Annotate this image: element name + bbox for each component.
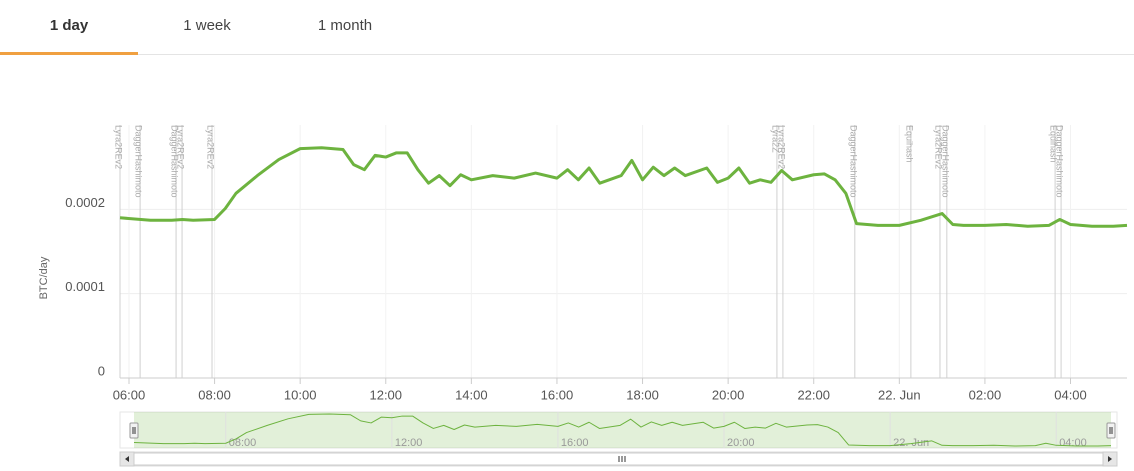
tab[interactable]: 1 day: [0, 0, 138, 55]
x-tick-label: 14:00: [455, 387, 488, 402]
x-tick-label: 20:00: [712, 387, 745, 402]
plot-line-label: Equihash: [1049, 125, 1059, 163]
navigator-frame: [119, 411, 1118, 449]
plot-line-label: Equihash: [904, 125, 914, 163]
tab[interactable]: 1 week: [183, 17, 231, 34]
plot-line-label: Lyra2REv2: [114, 125, 124, 169]
plot-line-label: DaggerHashimoto: [170, 125, 180, 198]
navigator-tick-label: 12:00: [395, 437, 423, 449]
navigator-handle[interactable]: [129, 422, 139, 439]
navigator-tick-label: 08:00: [229, 437, 257, 449]
x-tick-label: 10:00: [284, 387, 317, 402]
x-tick-label: 04:00: [1054, 387, 1087, 402]
x-tick-label: 12:00: [369, 387, 402, 402]
x-tick-label: 16:00: [541, 387, 574, 402]
navigator-tick-label: 16:00: [561, 437, 589, 449]
x-tick-label: 02:00: [969, 387, 1002, 402]
navigator-handle[interactable]: [1106, 422, 1116, 439]
plot-line-label: Lyra2REv2: [206, 125, 216, 169]
navigator-tick-label: 20:00: [727, 437, 755, 449]
tab-bar: 1 day 1 week 1 month: [0, 0, 1134, 55]
navigator-selection: [134, 412, 1111, 448]
y-axis-title: BTC/day: [38, 256, 50, 299]
plot-line-label: DaggerHashimoto: [134, 125, 144, 198]
x-tick-label: 06:00: [113, 387, 146, 402]
plot-line-label: DaggerHashimoto: [940, 125, 950, 198]
navigator-tick-label: 04:00: [1059, 437, 1087, 449]
y-tick-label: 0.0002: [65, 195, 105, 210]
navigator-line: [133, 413, 1112, 447]
y-tick-label: 0: [98, 363, 105, 378]
plot-line-label: Lyra2Z: [771, 125, 781, 153]
series-line: [119, 146, 1128, 228]
navigator-tick-label: 22. Jun: [893, 437, 929, 449]
x-tick-label: 22. Jun: [878, 387, 921, 402]
x-tick-label: 08:00: [198, 387, 231, 402]
x-tick-label: 22:00: [797, 387, 830, 402]
plot-line-label: DaggerHashimoto: [1055, 125, 1065, 198]
plot-line-label: Lyra2REv2: [934, 125, 944, 169]
y-tick-label: 0.0001: [65, 279, 105, 294]
tab[interactable]: 1 month: [317, 17, 373, 34]
plot-line-label: Lyra2REv2: [176, 125, 186, 169]
scrollbar-left-arrow: [125, 456, 129, 462]
plot-line-label: DaggerHashimoto: [848, 125, 858, 198]
scrollbar-right-arrow: [1108, 456, 1112, 462]
plot-line-label: Lyra2REv2: [777, 125, 787, 169]
x-tick-label: 18:00: [626, 387, 659, 402]
